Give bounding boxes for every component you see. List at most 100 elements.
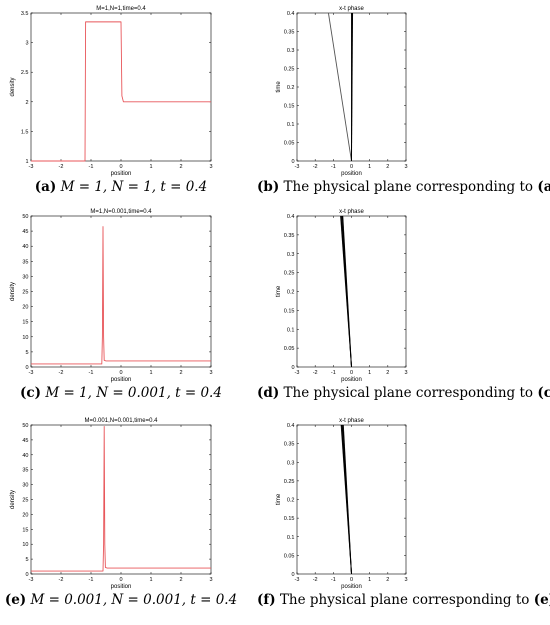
subfigure-caption: (d) The physical plane corresponding to … xyxy=(257,385,550,401)
x-tick-label: 0 xyxy=(350,164,353,170)
caption-text: The physical plane corresponding to xyxy=(279,592,530,608)
caption-ref: (a) xyxy=(537,179,550,195)
y-tick-label: 2.5 xyxy=(21,70,29,76)
y-tick-label: 0.05 xyxy=(284,346,295,352)
subfigure-caption: (a) M = 1, N = 1, t = 0.4 xyxy=(0,179,261,195)
y-tick-label: 0.35 xyxy=(284,442,295,448)
x-tick-label: -3 xyxy=(295,370,300,376)
x-tick-label: 1 xyxy=(368,370,371,376)
x-axis-label: position xyxy=(341,377,362,383)
x-tick-label: -1 xyxy=(331,164,336,170)
y-tick-label: 10 xyxy=(22,542,28,548)
caption-text: M = 1, N = 1, t = 0.4 xyxy=(60,179,208,195)
y-tick-label: 0.2 xyxy=(287,290,295,296)
caption-text: The physical plane corresponding to xyxy=(283,179,534,195)
x-tick-label: -2 xyxy=(59,370,64,376)
y-tick-label: 40 xyxy=(22,244,28,250)
x-axis-label: position xyxy=(111,171,132,177)
y-tick-label: 10 xyxy=(22,335,28,341)
chart-title: x-t phase xyxy=(339,6,364,12)
chart-title: M=1,N=1,time=0.4 xyxy=(96,6,146,12)
y-tick-label: 3 xyxy=(25,41,28,47)
caption-text: M = 1, N = 0.001, t = 0.4 xyxy=(45,385,222,401)
x-axis-label: position xyxy=(341,171,362,177)
x-axis-label: position xyxy=(111,584,132,590)
y-tick-label: 45 xyxy=(22,438,28,444)
y-tick-label: 45 xyxy=(22,229,28,235)
chart-title: M=0.001,N=0.001,time=0.4 xyxy=(85,418,159,424)
subfigure-caption: (c) M = 1, N = 0.001, t = 0.4 xyxy=(0,385,261,401)
x-tick-label: -1 xyxy=(331,370,336,376)
x-tick-label: 2 xyxy=(386,370,389,376)
chart-panel-4: -3 -2 -1 0 1 2 305101520253035404550M=0.001,N=… xyxy=(10,418,213,590)
x-tick-label: -1 xyxy=(331,577,336,583)
series-line-0 xyxy=(31,226,211,365)
axes-frame xyxy=(296,215,407,368)
y-axis-label: density xyxy=(10,490,16,509)
x-tick-label: -2 xyxy=(59,164,64,170)
y-tick-label: 0.4 xyxy=(287,423,295,429)
chart-panel-2: -3 -2 -1 0 1 2 305101520253035404550M=1,N=0.00… xyxy=(10,209,213,383)
y-tick-label: 0.15 xyxy=(284,104,295,110)
x-tick-label: 1 xyxy=(149,164,152,170)
y-tick-label: 0.2 xyxy=(287,498,295,504)
x-tick-label: -2 xyxy=(313,370,318,376)
y-tick-label: 0.25 xyxy=(284,479,295,485)
y-tick-label: 0.05 xyxy=(284,141,295,147)
caption-tag: (a) xyxy=(34,179,57,195)
x-tick-label: -1 xyxy=(89,577,94,583)
x-tick-label: 2 xyxy=(179,164,182,170)
y-tick-label: 0 xyxy=(291,365,294,371)
y-tick-label: 0.2 xyxy=(287,85,295,91)
caption-tag: (d) xyxy=(257,385,280,401)
y-tick-label: 35 xyxy=(22,259,28,265)
y-tick-label: 15 xyxy=(22,527,28,533)
chart-title: x-t phase xyxy=(339,209,364,215)
x-tick-label: 0 xyxy=(119,577,122,583)
caption-ref: (c) xyxy=(537,385,550,401)
y-tick-label: 0.15 xyxy=(284,516,295,522)
y-tick-label: 0 xyxy=(25,365,28,371)
y-tick-label: 5 xyxy=(25,350,28,356)
y-tick-label: 0.4 xyxy=(287,11,295,17)
y-axis-label: density xyxy=(10,77,16,96)
y-tick-label: 0.1 xyxy=(287,535,295,541)
x-tick-label: 3 xyxy=(209,164,212,170)
series-line-0 xyxy=(31,426,211,572)
x-tick-label: 3 xyxy=(209,370,212,376)
axes-frame xyxy=(30,215,212,368)
y-tick-label: 35 xyxy=(22,468,28,474)
y-tick-label: 25 xyxy=(22,498,28,504)
series-line-0 xyxy=(31,21,211,162)
y-tick-label: 0.3 xyxy=(287,252,295,258)
chart-panel-3: -3 -2 -1 0 1 2 3 0 0.05 0.1 0.15 0.2 0.25 0.3 0.35 0.4 x… xyxy=(276,209,408,383)
x-tick-label: 1 xyxy=(149,370,152,376)
x-tick-label: 2 xyxy=(179,370,182,376)
y-tick-label: 20 xyxy=(22,305,28,311)
y-tick-label: 5 xyxy=(25,557,28,563)
y-tick-label: 0 xyxy=(25,572,28,578)
x-tick-label: 0 xyxy=(119,164,122,170)
x-axis-label: position xyxy=(341,584,362,590)
x-tick-label: 0 xyxy=(350,370,353,376)
x-tick-label: 3 xyxy=(404,164,407,170)
caption-text: M = 0.001, N = 0.001, t = 0.4 xyxy=(30,592,238,608)
y-tick-label: 0.3 xyxy=(287,460,295,466)
y-tick-label: 1.5 xyxy=(21,129,29,135)
subfigure-caption: (e) M = 0.001, N = 0.001, t = 0.4 xyxy=(0,592,261,608)
y-tick-label: 40 xyxy=(22,453,28,459)
x-axis-label: position xyxy=(111,377,132,383)
x-tick-label: 3 xyxy=(404,577,407,583)
y-tick-label: 50 xyxy=(22,423,28,429)
x-tick-label: 1 xyxy=(149,577,152,583)
y-tick-label: 50 xyxy=(22,214,28,220)
x-tick-label: 1 xyxy=(368,164,371,170)
chart-panel-0: -3 -2 -1 0 1 2 3 1 1.5 2 2.5 3 3.5 M=1,N=1,time=0.4 po… xyxy=(10,6,213,177)
y-tick-label: 0.1 xyxy=(287,122,295,128)
caption-tag: (c) xyxy=(20,385,42,401)
chart-title: x-t phase xyxy=(339,418,364,424)
x-tick-label: 1 xyxy=(368,577,371,583)
y-tick-label: 3.5 xyxy=(21,11,29,17)
x-tick-label: -2 xyxy=(313,164,318,170)
